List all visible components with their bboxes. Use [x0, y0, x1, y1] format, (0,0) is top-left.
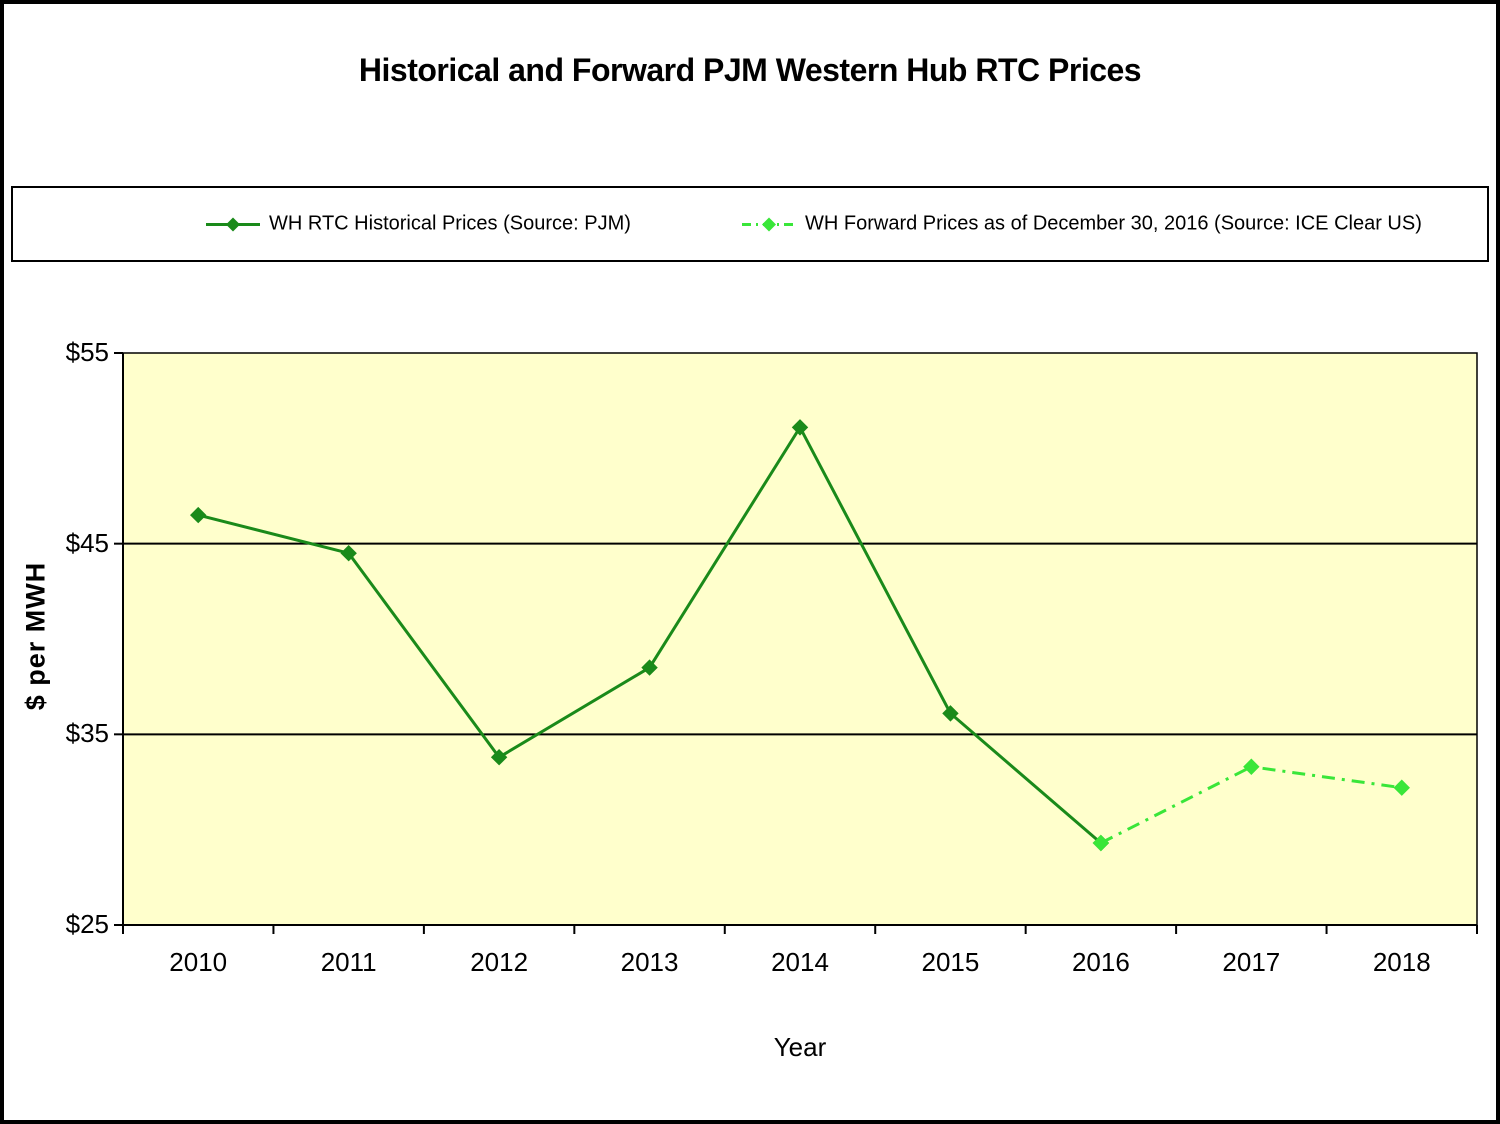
x-tick-label: 2015 — [921, 947, 980, 977]
x-axis-title: Year — [773, 1032, 827, 1062]
legend-label-historical: WH RTC Historical Prices (Source: PJM) — [269, 212, 631, 235]
chart-title: Historical and Forward PJM Western Hub R… — [358, 52, 1142, 88]
x-tick-label: 2012 — [470, 947, 529, 977]
y-tick-label: $25 — [65, 909, 109, 939]
historical-line-sample-icon — [206, 217, 260, 231]
y-tick-label: $45 — [65, 527, 109, 558]
legend-label-forward: WH Forward Prices as of December 30, 201… — [805, 212, 1422, 235]
x-tick-label: 2010 — [169, 947, 228, 977]
x-tick-label: 2016 — [1071, 947, 1130, 977]
legend-entry-historical: WH RTC Historical Prices (Source: PJM) — [205, 213, 631, 236]
legend-box: WH RTC Historical Prices (Source: PJM) W… — [11, 186, 1489, 262]
x-tick-label: 2011 — [320, 947, 377, 977]
y-axis-title: $ per MWH — [20, 561, 51, 711]
x-tick-label: 2017 — [1222, 947, 1281, 977]
legend-entry-forward: WH Forward Prices as of December 30, 201… — [741, 213, 1422, 236]
y-tick-label: $55 — [65, 337, 109, 367]
forward-line-sample-icon — [742, 217, 796, 231]
y-tick-label: $35 — [65, 718, 109, 749]
x-tick-label: 2013 — [620, 947, 679, 977]
x-tick-label: 2018 — [1372, 947, 1431, 977]
x-tick-label: 2014 — [771, 947, 829, 977]
